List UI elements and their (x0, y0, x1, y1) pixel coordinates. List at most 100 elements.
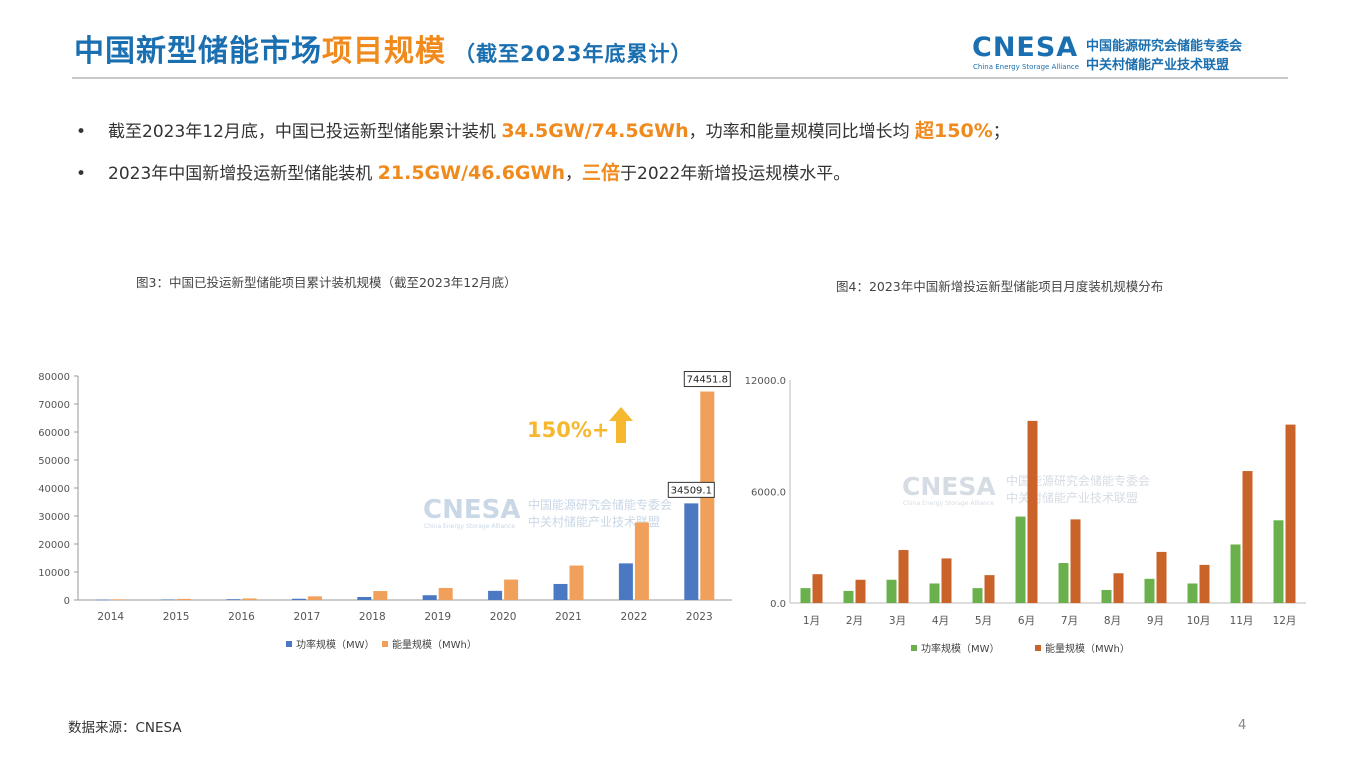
bar-power (1058, 563, 1069, 603)
bar-power (800, 588, 811, 603)
bar-power (161, 599, 176, 601)
bar-energy (242, 598, 257, 600)
growth-annotation: 150%+ (527, 407, 633, 443)
x-tick-label: 9月 (1147, 615, 1164, 627)
y-tick-label: 50000 (38, 456, 70, 467)
legend-swatch-power (911, 645, 917, 651)
y-tick-label: 80000 (38, 372, 70, 383)
chart2-caption: 图4：2023年中国新增投运新型储能项目月度装机规模分布 (836, 279, 1164, 294)
chart1-legend: 功率规模（MW） 能量规模（MWh） (286, 638, 477, 651)
monthly-installation-chart: CNESA China Energy Storage Alliance 中国能源… (745, 376, 1306, 655)
bullet-text: 2023年中国新增投运新型储能装机 (108, 164, 378, 184)
x-tick-label: 2022 (621, 611, 648, 623)
up-arrow-icon (609, 407, 633, 443)
bar-power (422, 595, 437, 600)
bar-power (684, 503, 699, 600)
bar-power (1101, 589, 1112, 603)
growth-annotation-text: 150%+ (527, 418, 609, 442)
legend-label-power: 功率规模（MW） (296, 638, 375, 651)
bar-power (357, 596, 372, 600)
x-tick-label: 2018 (359, 611, 386, 623)
bar-power (488, 590, 503, 600)
legend-label-energy: 能量规模（MWh） (1045, 642, 1130, 655)
cnesa-logo: CNESA China Energy Storage Alliance 中国能源… (972, 32, 1282, 76)
x-tick-label: 6月 (1018, 615, 1035, 627)
data-label-box (667, 481, 715, 498)
y-tick-label: 30000 (38, 512, 70, 523)
x-tick-label: 11月 (1230, 615, 1254, 627)
y-tick-label: 60000 (38, 428, 70, 439)
header-divider (72, 77, 1288, 79)
bar-energy (111, 599, 126, 600)
bar-energy (569, 565, 584, 600)
bullet-2: • 2023年中国新增投运新型储能装机 21.5GW/46.6GWh，三倍于202… (76, 158, 850, 185)
watermark-org-line2: 中关村储能产业技术联盟 (528, 514, 660, 529)
bullet-highlight: 超150% (915, 120, 993, 142)
bar-energy (812, 574, 823, 603)
bullet-dot: • (76, 164, 87, 184)
title-part-2: 项目规模 (322, 34, 446, 69)
bar-energy (1070, 519, 1081, 603)
watermark-brand-sub: China Energy Storage Alliance (903, 500, 994, 507)
data-label-power-2023: 34509.1 (671, 485, 712, 496)
x-tick-label: 2023 (686, 611, 713, 623)
y-tick-label: 20000 (38, 540, 70, 551)
bar-energy (898, 550, 909, 603)
bar-energy (177, 598, 192, 600)
watermark-org-line1: 中国能源研究会储能专委会 (1006, 473, 1150, 488)
chart2-legend: 功率规模（MW） 能量规模（MWh） (911, 642, 1130, 655)
bullet-1: • 截至2023年12月底，中国已投运新型储能累计装机 34.5GW/74.5GW… (76, 116, 1010, 143)
x-tick-label: 8月 (1104, 615, 1121, 627)
bullet-text: 于2022年新增投运规模水平。 (620, 164, 851, 184)
chart1-caption: 图3：中国已投运新型储能项目累计装机规模（截至2023年12月底） (136, 275, 517, 290)
bar-power (886, 579, 897, 603)
x-tick-label: 2月 (846, 615, 863, 627)
bar-energy (1199, 564, 1210, 603)
x-tick-label: 5月 (975, 615, 992, 627)
bar-energy (1242, 471, 1253, 603)
y-tick-label: 6000.0 (751, 488, 786, 499)
bar-power (618, 563, 633, 600)
legend-swatch-energy (1035, 645, 1041, 651)
bar-power (553, 583, 568, 600)
x-tick-label: 2021 (555, 611, 582, 623)
bullet-text: ，功率和能量规模同比增长均 (688, 122, 916, 142)
bullet-text: ， (565, 164, 582, 184)
x-tick-label: 3月 (889, 615, 906, 627)
bullet-highlight: 三倍 (582, 162, 621, 184)
y-tick-label: 12000.0 (745, 376, 786, 387)
watermark-org-line2: 中关村储能产业技术联盟 (1006, 490, 1138, 505)
bullet-text: 截至2023年12月底，中国已投运新型储能累计装机 (108, 122, 502, 142)
bar-energy (984, 575, 995, 603)
y-tick-label: 40000 (38, 484, 70, 495)
bar-power (226, 599, 241, 600)
bar-power (1230, 544, 1241, 603)
x-tick-label: 2020 (490, 611, 517, 623)
bar-energy (504, 579, 519, 600)
bar-energy (1027, 420, 1038, 603)
logo-org-line2: 中关村储能产业技术联盟 (1086, 58, 1230, 73)
bullet-text: ； (992, 122, 1010, 142)
bar-power (929, 583, 940, 603)
bar-power (95, 599, 110, 601)
bar-power (1273, 520, 1284, 603)
data-source: 数据来源：CNESA (68, 720, 182, 736)
data-label-energy-2023: 74451.8 (687, 375, 728, 386)
bar-power (972, 588, 983, 603)
x-tick-label: 12月 (1273, 615, 1297, 627)
watermark-org-line1: 中国能源研究会储能专委会 (528, 497, 672, 512)
legend-label-power: 功率规模（MW） (921, 642, 1000, 655)
bullet-highlight: 21.5GW/46.6GWh (377, 162, 565, 184)
watermark-brand: CNESA (423, 495, 520, 525)
y-tick-label: 10000 (38, 568, 70, 579)
bar-energy (1156, 551, 1167, 603)
x-tick-label: 4月 (932, 615, 949, 627)
bar-energy (855, 579, 866, 603)
x-tick-label: 2015 (163, 611, 190, 623)
bar-energy (941, 558, 952, 603)
y-tick-label: 70000 (38, 400, 70, 411)
title-part-1: 中国新型储能市场 (74, 34, 322, 69)
y-tick-label: 0.0 (770, 599, 786, 610)
watermark-brand-sub: China Energy Storage Alliance (424, 523, 515, 530)
x-tick-label: 7月 (1061, 615, 1078, 627)
